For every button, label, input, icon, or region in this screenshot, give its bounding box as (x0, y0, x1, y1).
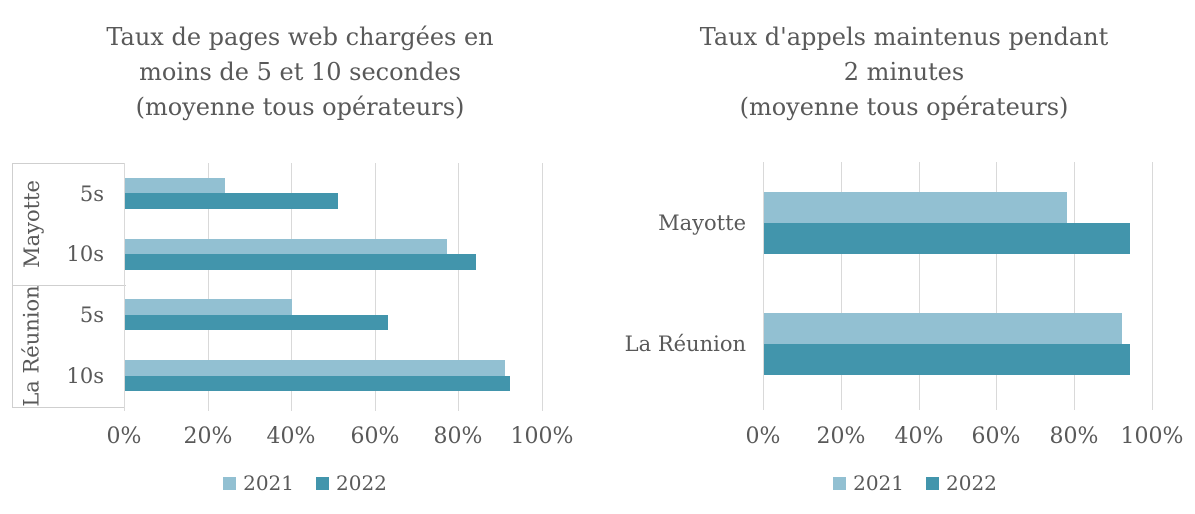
chart-title: Taux d'appels maintenus pendant 2 minute… (634, 20, 1174, 125)
gridline (1152, 162, 1153, 410)
legend: 2021 2022 (720, 471, 1110, 495)
category-axis-box (12, 163, 126, 408)
gridline (542, 163, 543, 411)
legend-label: 2022 (946, 471, 997, 495)
chart-title-line: (moyenne tous opérateurs) (739, 93, 1069, 121)
bar-2021 (764, 313, 1122, 345)
gridline (763, 162, 764, 410)
bar-2021 (125, 360, 506, 376)
x-axis-tick-label: 60% (350, 424, 400, 449)
legend-label: 2021 (853, 471, 904, 495)
x-axis-tick-label: 40% (266, 424, 316, 449)
bar-2022 (125, 254, 477, 270)
legend-label: 2022 (336, 471, 387, 495)
plot-area (763, 162, 1153, 410)
legend-swatch-2022 (316, 476, 329, 490)
gridline (291, 163, 292, 411)
legend-label: 2021 (243, 471, 294, 495)
legend-swatch-2022 (926, 476, 939, 490)
gridline (996, 162, 997, 410)
bar-2022 (764, 344, 1130, 376)
gridline (124, 163, 125, 411)
legend-item-2021: 2021 (223, 471, 294, 495)
x-axis-tick-label: 60% (971, 424, 1021, 449)
category-label-la-reunion: La Réunion (624, 332, 746, 356)
legend-item-2021: 2021 (833, 471, 904, 495)
bar-2021 (764, 191, 1068, 223)
x-axis-tick-label: 100% (510, 424, 574, 449)
chart-title-line: Taux d'appels maintenus pendant (699, 23, 1109, 51)
x-axis-tick-label: 80% (1049, 424, 1099, 449)
x-axis-tick-label: 100% (1120, 424, 1184, 449)
legend-item-2022: 2022 (926, 471, 997, 495)
bar-2022 (125, 193, 339, 209)
x-axis-tick-label: 20% (183, 424, 233, 449)
category-label-mayotte: Mayotte (658, 210, 746, 235)
bar-2021 (125, 299, 293, 315)
bar-2022 (125, 375, 510, 392)
x-axis-tick-label: 40% (894, 424, 944, 449)
category-label-5s: 5s (79, 303, 104, 327)
gridline (458, 163, 459, 411)
chart-title-line: Taux de pages web chargées en (106, 23, 494, 51)
legend-swatch-2021 (833, 476, 847, 490)
gridline (841, 162, 842, 410)
bar-2022 (764, 222, 1130, 254)
x-axis-tick-label: 80% (433, 424, 483, 449)
chart-title-line: moins de 5 et 10 secondes (139, 58, 461, 86)
gridline (919, 162, 920, 410)
x-axis-tick-label: 0% (745, 424, 781, 449)
category-label-10s: 10s (66, 242, 105, 266)
category-label-5s: 5s (79, 181, 104, 206)
bar-2021 (125, 177, 226, 194)
x-axis-tick-label: 0% (106, 424, 142, 449)
bar-2021 (125, 238, 447, 255)
gridline (208, 163, 209, 411)
legend-item-2022: 2022 (316, 471, 387, 495)
chart-title: Taux de pages web chargées en moins de 5… (30, 20, 570, 125)
category-label-10s: 10s (66, 363, 105, 388)
plot-area (124, 163, 543, 411)
bar-2022 (125, 314, 389, 331)
chart-title-line: (moyenne tous opérateurs) (135, 93, 465, 121)
gridline (1074, 162, 1075, 410)
x-axis-tick-label: 20% (816, 424, 866, 449)
legend: 2021 2022 (60, 471, 550, 495)
chart-title-line: 2 minutes (843, 58, 965, 86)
legend-swatch-2021 (223, 476, 237, 490)
category-group-divider (13, 285, 126, 286)
gridline (375, 163, 376, 411)
